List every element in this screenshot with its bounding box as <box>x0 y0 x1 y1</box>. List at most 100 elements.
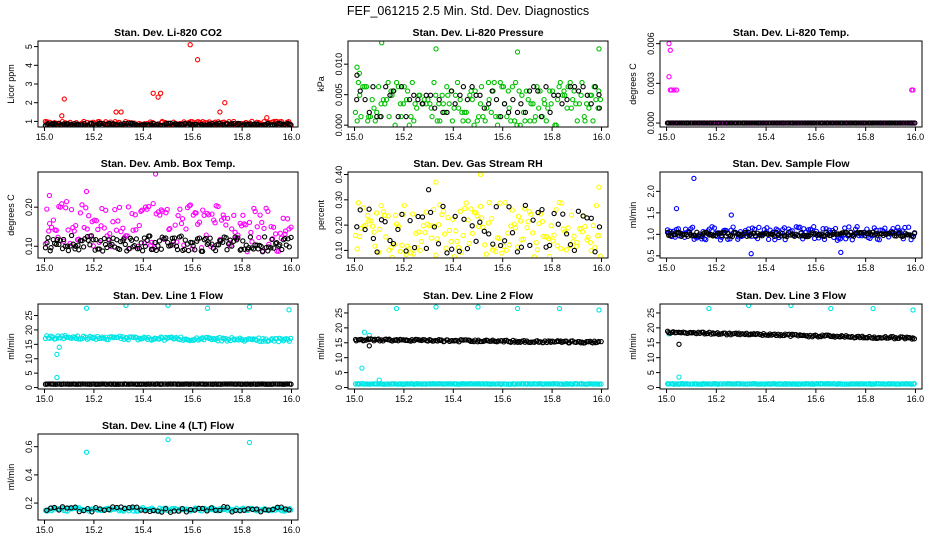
data-point <box>518 101 524 107</box>
data-point <box>466 240 472 247</box>
data-point <box>819 381 826 387</box>
data-point <box>87 242 93 248</box>
x-tick-label: 15.0 <box>36 263 54 273</box>
data-point <box>441 231 448 237</box>
data-point <box>226 381 232 387</box>
data-point <box>749 381 756 387</box>
data-point <box>854 224 860 230</box>
data-point <box>588 101 594 107</box>
y-tick-label: 0.2 <box>24 497 34 510</box>
data-point <box>167 242 174 249</box>
data-point <box>453 228 459 234</box>
data-point <box>517 122 523 127</box>
panel-1: Stan. Dev. Li-820 CO2 15.0 15.2 15.4 15.6 15.… <box>6 27 300 142</box>
panel-7: Stan. Dev. Line 1 Flow 15.0 15.2 15.4 15.6 15… <box>6 290 300 404</box>
data-point <box>547 88 553 94</box>
data-point <box>910 307 916 313</box>
data-point <box>575 208 582 214</box>
data-point <box>433 304 439 310</box>
data-point <box>224 247 230 253</box>
data-point <box>221 381 227 387</box>
data-point <box>229 243 235 249</box>
data-point <box>138 208 144 214</box>
data-point <box>363 84 370 90</box>
data-point <box>505 109 512 116</box>
data-point <box>150 200 156 207</box>
data-point <box>395 226 401 233</box>
data-point <box>522 109 529 116</box>
data-point <box>246 304 253 310</box>
data-point <box>423 209 429 215</box>
data-point <box>217 109 223 115</box>
data-point <box>362 84 368 90</box>
data-point <box>746 120 753 126</box>
data-point <box>475 223 482 230</box>
data-point <box>703 236 709 243</box>
data-point <box>520 109 527 116</box>
data-point <box>483 251 489 257</box>
data-point <box>366 381 372 387</box>
data-point <box>538 113 544 120</box>
data-point <box>481 105 487 111</box>
data-point <box>71 228 77 234</box>
y-tick-label: 0.003 <box>646 72 656 95</box>
data-point <box>832 231 838 237</box>
data-point <box>539 218 546 225</box>
data-point <box>59 504 66 510</box>
data-point <box>48 224 55 231</box>
data-point <box>737 381 743 387</box>
x-tick-label: 15.0 <box>346 132 364 142</box>
data-point <box>746 304 752 309</box>
data-point <box>573 101 579 107</box>
y-tick-label: 10 <box>334 353 344 363</box>
data-point <box>171 235 178 241</box>
data-point <box>571 88 577 94</box>
y-tick-label: 15 <box>24 339 34 349</box>
data-point <box>583 101 590 107</box>
data-point <box>286 507 292 513</box>
data-point <box>376 377 382 383</box>
data-point <box>417 247 423 254</box>
data-point <box>51 504 58 511</box>
data-point <box>422 229 428 236</box>
data-point <box>374 109 380 116</box>
data-point <box>528 339 534 345</box>
data-point <box>457 208 463 215</box>
data-point <box>911 336 918 342</box>
y-tick-label: 5 <box>334 370 344 375</box>
data-point <box>208 505 215 511</box>
data-point <box>148 121 154 127</box>
data-point <box>526 88 533 94</box>
data-point <box>288 234 294 241</box>
data-point <box>243 337 249 343</box>
data-point <box>259 219 265 226</box>
data-point <box>395 84 401 90</box>
data-point <box>543 118 549 124</box>
data-point <box>512 79 519 86</box>
data-point <box>46 228 52 234</box>
data-point <box>44 206 50 212</box>
data-point <box>775 232 781 238</box>
data-point <box>592 84 598 90</box>
data-point <box>598 338 604 345</box>
data-point <box>566 243 573 249</box>
data-point <box>54 374 60 381</box>
data-point <box>461 109 468 116</box>
data-point <box>379 41 385 46</box>
data-point <box>844 120 850 126</box>
data-point <box>533 239 539 246</box>
data-point <box>842 225 848 231</box>
data-point <box>718 381 725 387</box>
x-tick-label: 15.6 <box>184 263 202 273</box>
data-point <box>406 96 413 103</box>
data-point <box>571 84 578 90</box>
x-tick-label: 15.8 <box>857 394 875 404</box>
data-point <box>563 231 570 237</box>
data-point <box>449 246 455 252</box>
data-point <box>503 247 509 254</box>
data-point <box>425 187 432 193</box>
data-point <box>183 226 189 232</box>
data-point <box>593 96 599 103</box>
data-point <box>196 235 203 241</box>
y-tick-label: 0.4 <box>24 469 34 482</box>
